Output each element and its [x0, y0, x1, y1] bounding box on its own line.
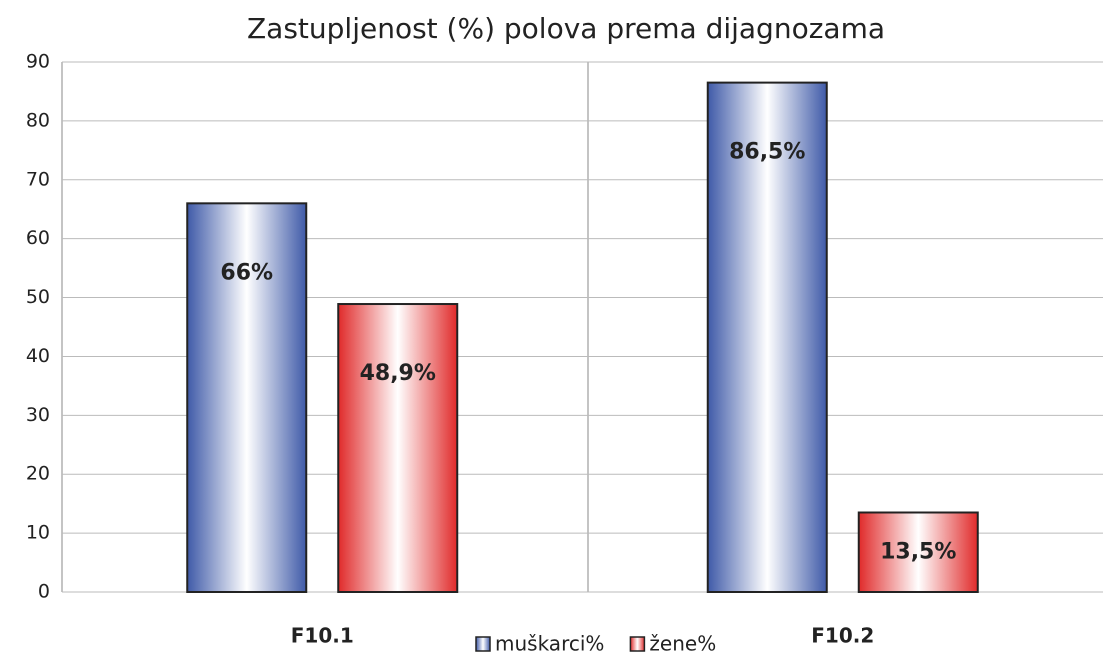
value-label: 86,5% — [729, 140, 805, 165]
bar — [337, 303, 459, 593]
x-tick-label: F10.1 — [291, 624, 354, 648]
y-tick-label: 10 — [26, 522, 50, 544]
bar — [186, 202, 308, 593]
y-tick-label: 70 — [26, 168, 50, 190]
legend-label: žene% — [649, 632, 716, 655]
value-label: 13,5% — [880, 539, 956, 564]
y-tick-label: 20 — [26, 463, 50, 485]
y-tick-label: 50 — [26, 286, 50, 308]
y-tick-label: 90 — [26, 51, 50, 73]
legend-label: muškarci% — [495, 632, 604, 655]
bar — [706, 81, 828, 593]
legend-swatch — [475, 636, 491, 652]
bar — [857, 511, 979, 593]
y-tick-label: 40 — [26, 345, 50, 367]
value-label: 48,9% — [360, 361, 436, 386]
x-tick-label: F10.2 — [811, 624, 874, 648]
y-tick-label: 0 — [38, 581, 50, 603]
legend-swatch — [629, 636, 646, 652]
y-tick-label: 60 — [26, 227, 50, 249]
y-tick-label: 30 — [26, 404, 50, 426]
y-tick-label: 80 — [26, 109, 50, 131]
value-label: 66% — [220, 260, 273, 285]
chart-title: Zastupljenost (%) polova prema dijagnoza… — [247, 12, 885, 45]
